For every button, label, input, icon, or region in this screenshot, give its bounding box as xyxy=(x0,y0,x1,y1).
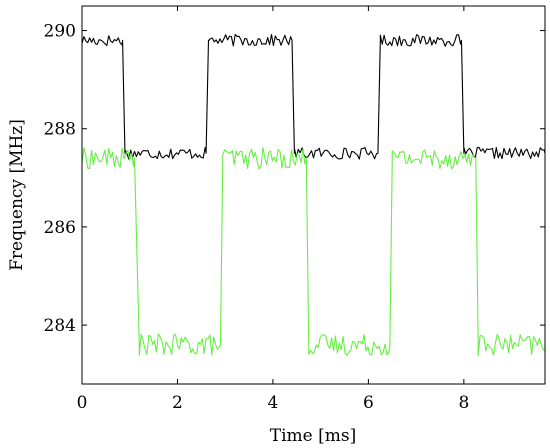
series-layer xyxy=(81,33,546,356)
series-line-1 xyxy=(81,33,546,160)
x-tick-label: 2 xyxy=(172,393,183,413)
x-axis-title: Time [ms] xyxy=(270,426,356,446)
series-line-2 xyxy=(81,147,546,356)
plot-frame xyxy=(81,5,546,385)
x-tick-label: 6 xyxy=(363,393,374,413)
y-tick-label: 290 xyxy=(44,22,76,42)
x-tick-label: 4 xyxy=(268,393,279,413)
y-tick-label: 284 xyxy=(44,316,76,336)
y-tick-label: 288 xyxy=(44,120,76,140)
y-tick-label: 286 xyxy=(44,218,76,238)
y-axis-title: Frequency [MHz] xyxy=(7,119,27,271)
x-tick-label: 8 xyxy=(458,393,469,413)
x-tick-label: 0 xyxy=(77,393,88,413)
tick-layer: 0 2 4 6 8 284 286 288 290 xyxy=(44,6,545,413)
